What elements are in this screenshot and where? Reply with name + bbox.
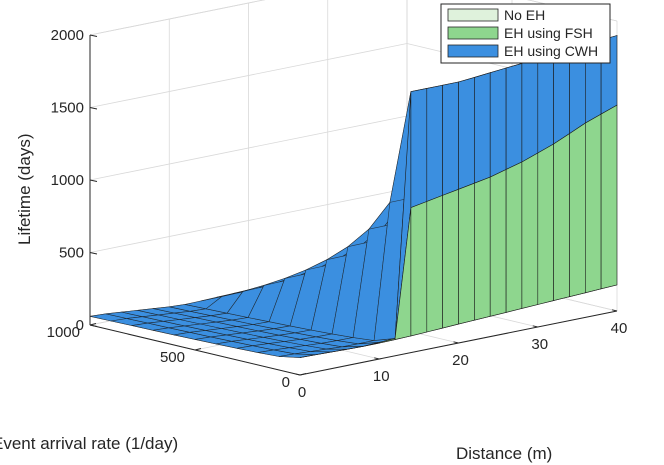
cliff-cell-cwh	[410, 88, 428, 209]
z-tick-mark	[89, 34, 98, 37]
legend-swatch-fsh	[447, 26, 499, 40]
cliff-cell-fsh	[521, 152, 539, 309]
cliff-cell-fsh	[537, 143, 554, 305]
cliff-cell-fsh	[569, 122, 586, 298]
x-tick-label: 0	[298, 384, 306, 401]
legend-swatch-no-eh	[447, 8, 499, 22]
z-tick-label: 500	[59, 245, 84, 262]
cliff-cell-fsh	[505, 161, 523, 313]
cliff-cell-cwh	[489, 67, 507, 178]
x-tick-label: 20	[452, 352, 469, 369]
y-tick-mark	[194, 348, 202, 351]
z-tick-mark	[89, 179, 98, 182]
cliff-cell-fsh	[474, 176, 491, 321]
y-tick-label: 500	[160, 349, 185, 366]
z-tick-mark	[89, 252, 98, 255]
x-tick-mark	[532, 325, 538, 328]
z-tick-label: 2000	[51, 27, 84, 44]
z-tick-label: 1500	[51, 100, 84, 117]
y-tick-mark	[89, 323, 97, 326]
cliff-cell-cwh	[505, 63, 523, 170]
x-tick-mark	[453, 341, 459, 344]
cliff-cell-fsh	[600, 104, 618, 290]
legend-label-no-eh: No EH	[504, 7, 545, 23]
x-tick-label: 40	[611, 320, 628, 337]
cliff-cell-cwh	[553, 48, 570, 145]
z-axis-label: Lifetime (days)	[15, 134, 34, 245]
x-tick-label: 10	[373, 368, 390, 385]
surface-plots	[89, 35, 618, 358]
cliff-cell-fsh	[410, 201, 428, 337]
y-tick-label: 1000	[47, 324, 80, 341]
x-tick-mark	[374, 357, 380, 360]
cliff-cell-cwh	[474, 72, 491, 184]
cliff-cell-cwh	[537, 53, 554, 154]
z-tick-label: 1000	[51, 172, 84, 189]
x-axis-label: Distance (m)	[456, 444, 552, 463]
legend-swatch-cwh	[447, 44, 499, 58]
cliff-cell-fsh	[584, 113, 602, 294]
legend-label-cwh: EH using CWH	[504, 43, 598, 59]
cliff-cell-fsh	[553, 133, 570, 301]
legend-label-fsh: EH using FSH	[504, 25, 593, 41]
cliff-cell-fsh	[489, 169, 507, 317]
cliff-cell-fsh	[442, 188, 459, 329]
grid-frame	[89, 0, 266, 36]
cliff-cell-cwh	[458, 77, 475, 190]
cliff-cell-cwh	[521, 58, 539, 163]
axes: 0 500 1000 1500 2000 0 10 20 30 40 0 500 1000	[47, 27, 628, 401]
x-tick-mark	[611, 309, 618, 312]
x-tick-label: 30	[531, 336, 548, 353]
y-tick-label: 0	[282, 374, 290, 391]
cliff-cell-cwh	[442, 81, 459, 196]
cliff-cell-cwh	[426, 84, 443, 202]
z-tick-mark	[89, 107, 98, 110]
cliff-cell-fsh	[458, 182, 475, 325]
z-tick-label: 0	[76, 317, 84, 334]
y-tick-mark	[299, 373, 307, 376]
y-axis-label: Event arrival rate (1/day)	[0, 434, 178, 453]
cliff-cell-fsh	[426, 194, 443, 333]
legend: No EH EH using FSH EH using CWH	[440, 3, 611, 64]
